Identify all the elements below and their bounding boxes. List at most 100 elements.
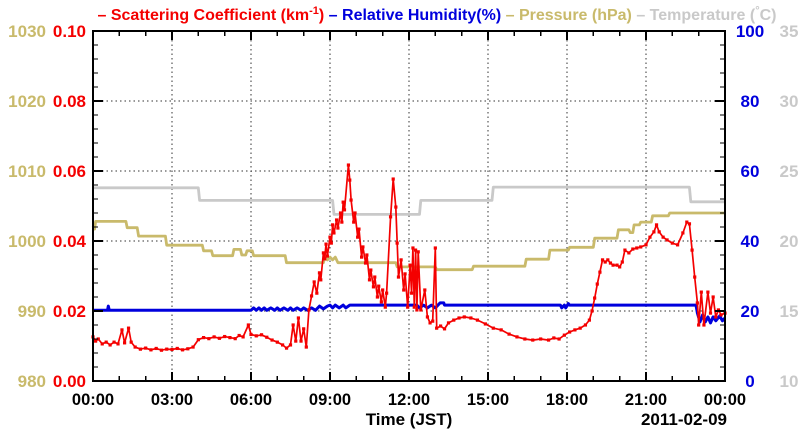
series-marker-scattering	[307, 308, 311, 312]
series-marker-scattering	[233, 337, 237, 341]
legend-segment: )	[319, 7, 324, 24]
legend-segment: – Scattering Coefficient (km	[98, 7, 310, 24]
series-marker-scattering	[338, 211, 343, 215]
series-marker-scattering	[170, 347, 174, 352]
series-marker-scattering	[379, 300, 383, 304]
series-marker-scattering	[531, 338, 535, 342]
series-marker-scattering	[446, 321, 451, 325]
series-marker-scattering	[281, 343, 285, 347]
x-tick-label: 00:00	[72, 391, 114, 409]
series-marker-scattering	[312, 280, 316, 284]
series-marker-scattering	[475, 318, 480, 322]
series-marker-scattering	[319, 278, 323, 282]
series-marker-scattering	[377, 284, 381, 288]
series-marker-scattering	[620, 260, 624, 264]
series-marker-scattering	[415, 308, 419, 312]
series-marker-scattering	[126, 326, 131, 330]
series-marker-scattering	[600, 258, 605, 262]
series-marker-scattering	[402, 288, 406, 292]
series-marker-scattering	[708, 311, 713, 315]
series-marker-scattering	[431, 319, 435, 323]
series-marker-scattering	[499, 328, 503, 332]
series-marker-scattering	[685, 220, 689, 224]
y-tick-label-humidity: 40	[741, 232, 760, 251]
series-marker-scattering	[695, 301, 699, 305]
series-marker-scattering	[557, 337, 561, 341]
series-marker-scattering	[294, 339, 298, 343]
series-line-humidity	[93, 301, 727, 325]
series-marker-scattering	[241, 335, 245, 339]
series-marker-scattering	[96, 337, 100, 341]
series-marker-scattering	[120, 328, 124, 332]
series-marker-scattering	[515, 335, 519, 339]
y-tick-label-humidity: 100	[736, 22, 764, 41]
y-tick-label-pressure: 980	[18, 372, 46, 391]
series-marker-scattering	[196, 338, 200, 342]
y-tick-label-pressure: 1000	[8, 232, 46, 251]
series-marker-scattering	[603, 260, 607, 264]
series-marker-scattering	[657, 230, 661, 234]
series-marker-scattering	[635, 246, 639, 250]
x-tick-label: 15:00	[467, 391, 509, 409]
series-marker-scattering	[202, 336, 206, 340]
series-marker-scattering	[385, 291, 389, 295]
series-marker-scattering	[254, 334, 258, 338]
series-marker-scattering	[112, 340, 116, 344]
y-tick-label-pressure: 1030	[8, 22, 46, 41]
y-tick-label-humidity: 80	[741, 92, 760, 111]
series-marker-scattering	[639, 245, 643, 249]
series-marker-scattering	[452, 318, 456, 322]
series-marker-scattering	[361, 245, 365, 249]
series-marker-scattering	[608, 261, 613, 265]
series-marker-scattering	[367, 278, 372, 282]
series-marker-scattering	[435, 326, 439, 330]
series-marker-scattering	[693, 275, 697, 279]
legend-superscript: °	[755, 5, 759, 17]
series-marker-scattering	[108, 343, 112, 347]
series-marker-scattering	[104, 340, 108, 344]
series-marker-scattering	[687, 222, 692, 226]
legend-segment: C)	[760, 7, 777, 24]
series-marker-scattering	[462, 315, 466, 319]
series-marker-scattering	[346, 163, 351, 167]
x-tick-label: 18:00	[546, 391, 588, 409]
series-marker-scattering	[539, 337, 543, 341]
series-marker-scattering	[416, 250, 420, 254]
series-marker-scattering	[483, 322, 487, 326]
series-marker-scattering	[165, 347, 169, 351]
series-marker-scattering	[413, 248, 418, 252]
series-marker-scattering	[154, 346, 158, 351]
y-tick-label-pressure: 990	[18, 302, 46, 321]
series-marker-scattering	[623, 248, 627, 252]
series-marker-scattering	[676, 243, 680, 247]
series-marker-scattering	[94, 339, 98, 343]
series-marker-scattering	[391, 177, 395, 181]
series-marker-scattering	[562, 333, 566, 337]
series-marker-scattering	[296, 316, 300, 320]
series-marker-scattering	[578, 326, 582, 330]
series-marker-scattering	[433, 246, 437, 250]
series-marker-scattering	[381, 288, 385, 292]
series-marker-scattering	[423, 288, 427, 292]
series-marker-scattering	[270, 338, 274, 342]
series-marker-scattering	[654, 223, 659, 227]
series-marker-scattering	[552, 336, 556, 340]
y-tick-label-scattering: 0.10	[53, 22, 86, 41]
legend-segment: – Temperature (	[632, 7, 756, 24]
series-marker-scattering	[259, 333, 264, 337]
series-marker-scattering	[340, 220, 344, 224]
series-marker-scattering	[706, 290, 710, 294]
series-marker-scattering	[349, 198, 353, 202]
series-marker-scattering	[341, 200, 345, 204]
series-marker-scattering	[246, 323, 250, 327]
series-marker-scattering	[336, 226, 340, 230]
y-tick-label-humidity: 20	[741, 302, 760, 321]
series-marker-scattering	[523, 337, 527, 341]
series-marker-scattering	[697, 323, 701, 327]
series-marker-scattering	[325, 254, 329, 258]
y-tick-label-scattering: 0.08	[53, 92, 86, 111]
series-marker-scattering	[315, 291, 319, 295]
series-marker-scattering	[223, 334, 227, 339]
series-marker-scattering	[394, 205, 398, 209]
